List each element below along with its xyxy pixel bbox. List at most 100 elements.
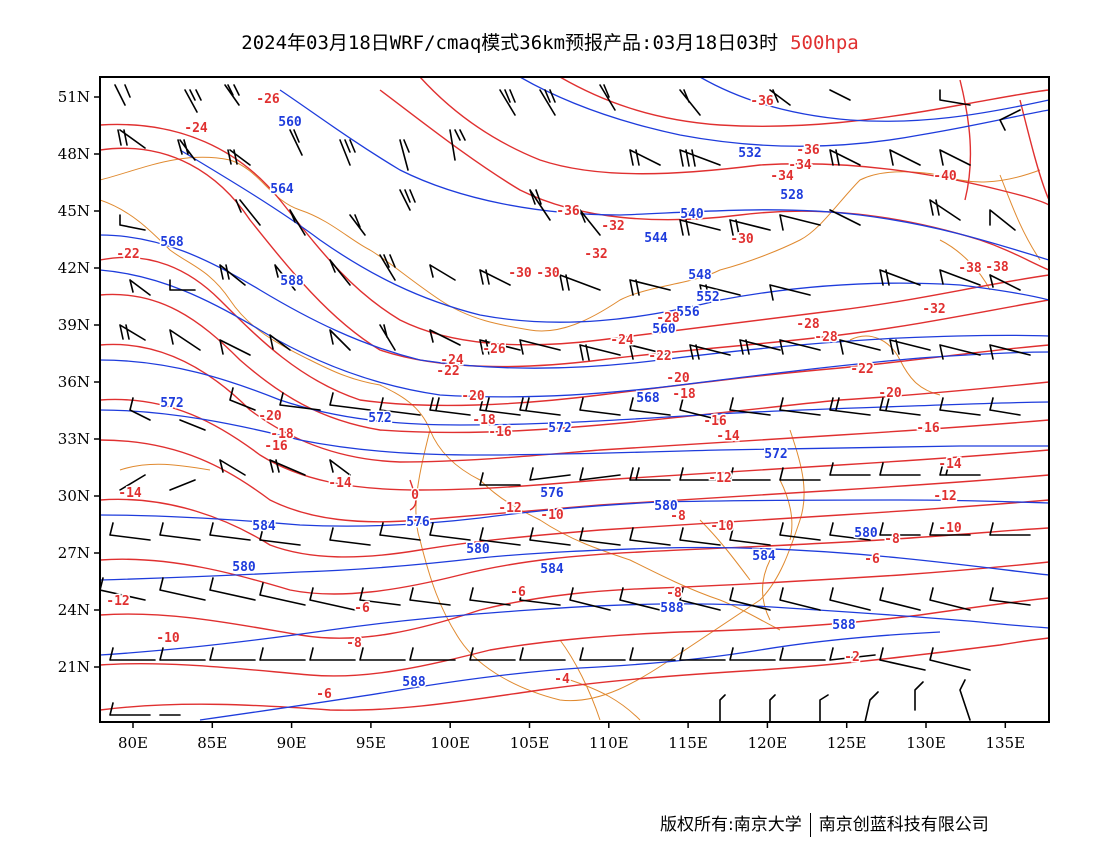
temperature-contour-label: -24: [610, 333, 634, 348]
title-level: 500hpa: [790, 32, 859, 54]
lon-tick-label: 105E: [510, 734, 550, 752]
temp-label-layer: -24-26-22-20-18-16-14-12 -10 -8-6-4-2-28-3…: [105, 91, 1011, 704]
temperature-contour-label: -18: [672, 387, 696, 402]
height-contour-label: 540: [680, 207, 704, 222]
temperature-contour-label: -24: [440, 353, 464, 368]
temperature-contour-label: -10: [710, 519, 734, 534]
temperature-contour-label: -40: [933, 169, 957, 184]
lon-tick-label: 110E: [589, 734, 629, 752]
height-contour-label: 580: [654, 499, 678, 514]
temperature-contour-label: -28: [656, 311, 680, 326]
height-contour-label: 588: [280, 274, 304, 289]
lon-tick-label: 100E: [430, 734, 470, 752]
temperature-contour-label: -32: [601, 219, 624, 234]
temperature-contour-label: -12: [708, 471, 731, 486]
lon-tick-label: 80E: [118, 734, 148, 752]
temperature-contour-label: -12: [106, 594, 129, 609]
temperature-contour-label: -8: [346, 636, 362, 651]
height-contour-label: 580: [854, 526, 878, 541]
temperature-contour-label: -18: [270, 427, 294, 442]
isotherms: [100, 77, 1049, 711]
temperature-contour-label: -30: [536, 266, 560, 281]
temperature-contour-label: -6: [354, 601, 370, 616]
height-contour-label: 588: [832, 618, 856, 633]
temperature-contour-label: -10: [540, 508, 564, 523]
temperature-contour-label: -16: [488, 425, 512, 440]
lon-tick-label: 125E: [827, 734, 867, 752]
lon-axis: 80E 85E 90E 95E 100E 105E 110E 115E 120E 125E 130E…: [118, 722, 1025, 752]
temperature-contour-label: -6: [316, 687, 332, 702]
temperature-contour-label: -6: [864, 552, 880, 567]
lat-tick-label: 39N: [58, 316, 90, 334]
temperature-contour-label: -18: [472, 413, 496, 428]
height-contour-label: 576: [540, 486, 564, 501]
lat-tick-label: 30N: [58, 487, 90, 505]
height-contour-label: 564: [270, 182, 294, 197]
temperature-contour-label: -36: [796, 143, 820, 158]
temperature-contour-label: -28: [796, 317, 820, 332]
lat-tick-label: 33N: [58, 430, 90, 448]
temperature-contour-label: -22: [116, 247, 139, 262]
lon-tick-label: 85E: [197, 734, 227, 752]
lat-tick-label: 48N: [58, 145, 90, 163]
height-contour-label: 560: [652, 322, 676, 337]
temperature-contour-label: 0: [411, 488, 419, 503]
temperature-contour-label: -14: [938, 457, 962, 472]
temperature-contour-label: -30: [730, 232, 754, 247]
footer-company: 南京创蓝科技有限公司: [818, 815, 989, 835]
height-contour-label: 580: [232, 560, 256, 575]
temperature-contour-label: -16: [264, 439, 288, 454]
temperature-contour-label: -6: [510, 585, 526, 600]
height-contour-label: 568: [160, 235, 184, 250]
temperature-contour-label: -34: [770, 169, 794, 184]
height-contour-label: 584: [252, 519, 276, 534]
lat-tick-label: 51N: [58, 88, 90, 106]
temperature-contour-label: -38: [958, 261, 982, 276]
temperature-contour-label: -28: [814, 330, 838, 345]
temperature-contour-label: -22: [850, 362, 873, 377]
height-contour-label: 584: [752, 549, 776, 564]
lon-tick-label: 120E: [748, 734, 788, 752]
height-contour-label: 528: [780, 188, 804, 203]
height-contours: [100, 77, 1049, 721]
temperature-contour-label: -4: [554, 672, 570, 687]
height-contour-label: 556: [676, 305, 700, 320]
lon-tick-label: 115E: [668, 734, 708, 752]
height-contour-label: 584: [540, 562, 564, 577]
temperature-contour-label: -32: [584, 247, 607, 262]
lat-tick-label: 27N: [58, 544, 90, 562]
temperature-contour-label: -16: [703, 414, 727, 429]
height-contour-label: 568: [636, 391, 660, 406]
temperature-contour-label: -10: [938, 521, 962, 536]
lat-tick-label: 36N: [58, 373, 90, 391]
temperature-contour-label: -14: [118, 486, 142, 501]
temperature-contour-label: -8: [670, 509, 686, 524]
lon-tick-label: 135E: [986, 734, 1026, 752]
height-contour-label: 580: [466, 542, 490, 557]
lat-tick-label: 45N: [58, 202, 90, 220]
temperature-contour-label: -24: [184, 121, 208, 136]
height-contour-label: 560: [278, 115, 302, 130]
title-main: 2024年03月18日WRF/cmaq模式36km预报产品:03月18日03时: [241, 32, 779, 54]
temperature-contour-label: -32: [922, 302, 945, 317]
temperature-contour-label: -20: [461, 389, 485, 404]
temperature-contour-label: -22: [648, 349, 671, 364]
temperature-contour-label: -26: [482, 342, 506, 357]
temperature-contour-label: -20: [666, 371, 690, 386]
height-contour-label: 572: [764, 447, 787, 462]
footer-copyright: 版权所有:南京大学: [660, 815, 802, 835]
lon-tick-label: 90E: [277, 734, 307, 752]
height-contour-label: 548: [688, 268, 712, 283]
height-contour-label: 544: [644, 231, 668, 246]
temperature-contour-label: -8: [666, 586, 682, 601]
height-label-layer: 560 564 568 588 572 572 572 576 576 580 580 580 584 5…: [159, 114, 880, 692]
footer: 版权所有:南京大学 南京创蓝科技有限公司: [660, 810, 989, 837]
height-contour-label: 576: [406, 515, 430, 530]
temperature-contour-label: -34: [788, 158, 812, 173]
height-contour-label: 572: [548, 421, 571, 436]
height-contour-label: 532: [738, 146, 761, 161]
lat-axis: 51N 48N 45N 42N 39N 36N 33N 30N 27N 24N 21N: [58, 88, 100, 676]
temperature-contour-label: -36: [556, 204, 580, 219]
height-contour-label: 572: [368, 411, 391, 426]
